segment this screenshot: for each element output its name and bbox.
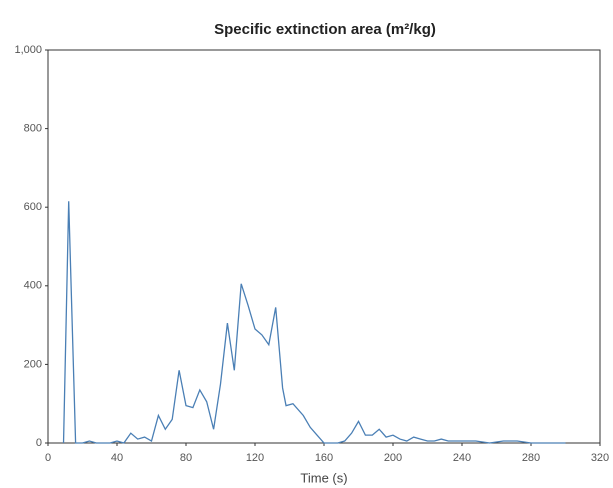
x-tick-label: 320 xyxy=(591,452,609,464)
x-tick-label: 160 xyxy=(315,452,333,464)
y-tick-label: 0 xyxy=(36,437,42,449)
y-tick-label: 800 xyxy=(24,123,42,135)
y-tick-label: 1,000 xyxy=(14,44,42,56)
x-tick-label: 40 xyxy=(111,452,123,464)
y-tick-label: 600 xyxy=(24,201,42,213)
x-tick-label: 80 xyxy=(180,452,192,464)
y-tick-label: 200 xyxy=(24,358,42,370)
chart-title: Specific extinction area (m²/kg) xyxy=(214,21,436,38)
x-tick-label: 280 xyxy=(522,452,540,464)
x-axis-label: Time (s) xyxy=(300,470,347,485)
x-tick-label: 200 xyxy=(384,452,402,464)
x-tick-label: 0 xyxy=(45,452,51,464)
data-line xyxy=(62,201,566,444)
y-tick-label: 400 xyxy=(24,280,42,292)
plot-frame xyxy=(47,49,601,444)
x-tick-label: 240 xyxy=(453,452,471,464)
x-tick-label: 120 xyxy=(246,452,264,464)
